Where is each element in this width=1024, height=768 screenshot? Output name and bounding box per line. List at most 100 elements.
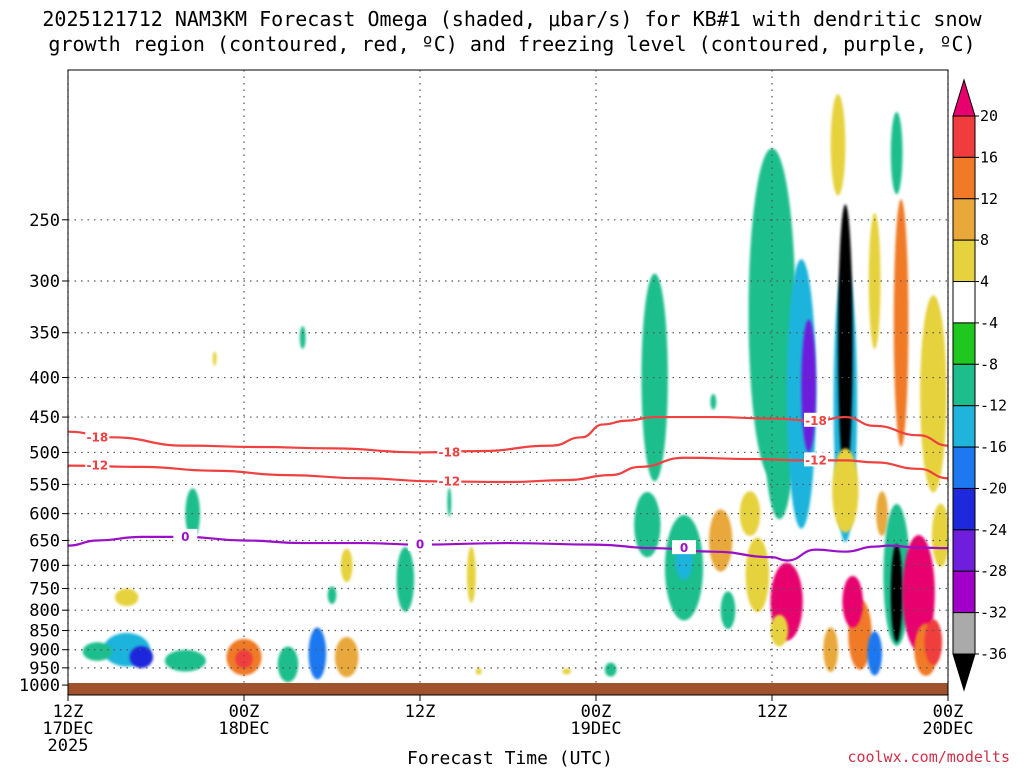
omega-cell-2: [82, 642, 113, 661]
x-tick-label-1-0: 00Z: [229, 702, 260, 722]
x-tick-label-2-0: 12Z: [405, 702, 436, 722]
omega-cell-48: [890, 112, 903, 195]
omega-cell-49: [893, 199, 909, 447]
omega-cell-19: [562, 668, 572, 675]
credit-text: coolwx.com/modelts: [847, 748, 1010, 766]
colorbar-seg-2: [952, 156, 976, 200]
y-tick-label-600: 600: [29, 505, 60, 525]
colorbar-label-2: 12: [980, 190, 998, 208]
y-tick-label-750: 750: [29, 580, 60, 600]
plot-frame: [67, 69, 949, 696]
x-tick-label-3-1: 19DEC: [570, 719, 621, 739]
omega-cell-54: [924, 619, 943, 666]
x-tick-label-3-0: 00Z: [581, 702, 612, 722]
contour-label-dgz_minus18-2: -18: [805, 414, 827, 428]
colorbar-label-3: 8: [980, 231, 989, 249]
contour-label-freezing_level-1: 0: [416, 538, 424, 552]
contour-dgz_minus12: [68, 456, 948, 484]
x-tick-label-0-2: 2025: [48, 736, 89, 756]
y-tick-label-700: 700: [29, 556, 60, 576]
colorbar-seg-1: [952, 115, 976, 158]
omega-cell-9: [114, 588, 139, 607]
omega-cell-42: [842, 575, 863, 628]
omega-cell-39: [832, 448, 859, 533]
colorbar-label-11: -28: [980, 562, 1007, 580]
chart-title-line1: 2025121712 NAM3KM Forecast Omega (shaded…: [42, 7, 982, 31]
omega-cell-18: [475, 667, 482, 675]
omega-cell-14: [396, 547, 415, 612]
omega-cell-53: [931, 503, 948, 567]
omega-cell-7: [308, 627, 327, 680]
colorbar-seg-8: [952, 405, 976, 448]
contour-label-bg-dgz_minus18-0: [85, 429, 110, 444]
omega-cell-21: [641, 273, 668, 482]
colorbar: 20 16 12 8 4 -4 -8 -12 -16 -20 -24 -28 -32 -36: [952, 78, 1007, 692]
y-tick-label-800: 800: [29, 601, 60, 621]
colorbar-seg-11: [952, 529, 976, 572]
x-axis-label: Forecast Time (UTC): [407, 748, 613, 768]
contour-label-bg-dgz_minus12-0: [85, 457, 110, 472]
y-tick-label-500: 500: [29, 443, 60, 463]
colorbar-seg-13: [952, 612, 976, 655]
omega-cell-40: [830, 94, 846, 196]
omega-cell-52: [920, 295, 947, 493]
x-tick-label-0-1: 17DEC: [42, 719, 93, 739]
omega-cell-8: [334, 637, 359, 678]
omega-cell-26: [720, 591, 736, 630]
grid-lines: [67, 70, 949, 695]
colorbar-label-6: -8: [980, 355, 998, 373]
omega-cell-13: [340, 548, 353, 583]
contour-label-freezing_level-2: 0: [680, 541, 688, 555]
omega-cell-3: [164, 649, 206, 672]
y-tick-label-650: 650: [29, 531, 60, 551]
colorbar-label-8: -16: [980, 438, 1007, 456]
omega-cell-16: [447, 487, 452, 517]
x-tick-label-0-0: 12Z: [53, 702, 84, 722]
colorbar-seg-3: [952, 198, 976, 241]
x-tick-label-5-1: 20DEC: [922, 719, 973, 739]
omega-cell-11: [299, 326, 306, 349]
colorbar-label-5: -4: [980, 314, 998, 332]
colorbar-label-0: 20: [980, 107, 998, 125]
colorbar-label-7: -12: [980, 397, 1007, 415]
colorbar-seg-7: [952, 363, 976, 407]
contour-label-bg-freezing_level-0: [173, 528, 198, 543]
colorbar-label-10: -24: [980, 521, 1007, 539]
omega-cell-47: [867, 631, 883, 676]
colorbar-cap-top: [952, 78, 976, 117]
y-tick-label-350: 350: [29, 324, 60, 344]
contour-dgz_minus18: [68, 415, 948, 454]
contour-label-dgz_minus18-0: -18: [86, 430, 108, 444]
omega-cell-46: [890, 544, 903, 642]
colorbar-seg-5: [952, 281, 976, 324]
y-tick-label-400: 400: [29, 369, 60, 389]
contour-layer: -18 -18 -18 -12 -12 -12 0 0 0: [68, 412, 948, 562]
x-tick-label-1-1: 18DEC: [218, 719, 269, 739]
colorbar-seg-9: [952, 446, 976, 489]
colorbar-label-12: -32: [980, 604, 1007, 622]
contour-label-bg-freezing_level-2: [672, 540, 696, 555]
contour-label-dgz_minus12-0: -12: [86, 459, 108, 473]
omega-cell-15: [466, 546, 476, 603]
contour-label-dgz_minus12-2: -12: [805, 453, 827, 467]
omega-cell-50: [902, 534, 935, 651]
colorbar-seg-12: [952, 570, 976, 614]
omega-cell-5: [235, 649, 253, 668]
y-tick-label-550: 550: [29, 475, 60, 495]
y-tick-label-950: 950: [29, 659, 60, 679]
omega-cell-6: [277, 646, 299, 683]
y-tick-label-1000: 1000: [19, 676, 60, 696]
contour-label-dgz_minus12-1: -12: [438, 474, 460, 488]
terrain-ground: [68, 683, 948, 695]
contour-label-bg-freezing_level-1: [408, 536, 432, 551]
omega-cell-17: [327, 586, 337, 604]
omega-cell-20: [604, 662, 617, 677]
y-tick-label-450: 450: [29, 408, 60, 428]
x-tick-label-5-0: 00Z: [933, 702, 964, 722]
contour-label-dgz_minus18-1: -18: [438, 445, 460, 459]
y-tick-label-300: 300: [29, 272, 60, 292]
colorbar-seg-6: [952, 322, 976, 365]
colorbar-seg-10: [952, 487, 976, 531]
